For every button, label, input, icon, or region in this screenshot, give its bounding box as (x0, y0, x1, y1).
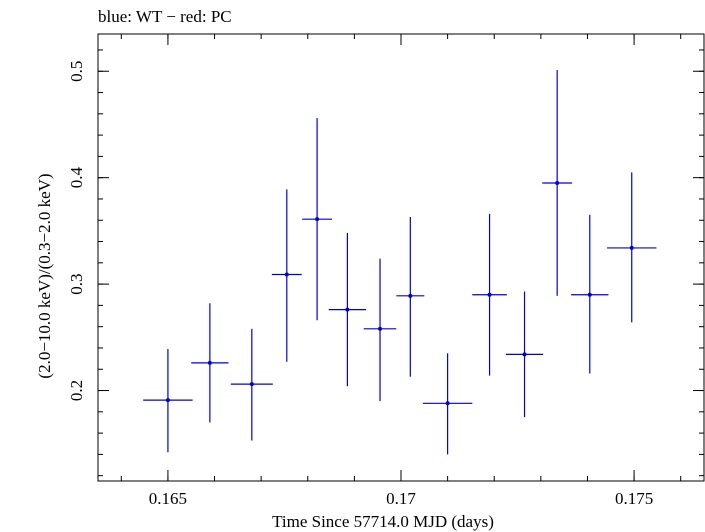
chart-title: blue: WT − red: PC (98, 7, 232, 26)
y-tick-label: 0.2 (67, 380, 86, 401)
point-marker (587, 292, 592, 297)
data-point (472, 213, 507, 376)
plot-area (97, 33, 705, 482)
point-marker (207, 360, 212, 365)
data-point (542, 70, 573, 296)
point-marker (408, 293, 413, 298)
data-point (363, 258, 397, 402)
tick-labels: 0.165 0.17 0.175 0.2 0.3 0.4 0.5 (67, 61, 653, 508)
point-marker (522, 352, 527, 357)
point-marker (555, 181, 560, 185)
y-tick-label: 0.3 (67, 273, 86, 294)
data-point (396, 217, 425, 377)
data-point (422, 353, 473, 455)
data-points (143, 70, 657, 455)
data-point (230, 328, 273, 441)
data-point (302, 118, 333, 321)
x-tick-label: 0.17 (386, 489, 416, 508)
point-marker (378, 326, 383, 331)
point-marker (315, 217, 320, 222)
point-marker (629, 245, 634, 250)
x-tick-label: 0.165 (149, 489, 187, 508)
point-marker (284, 272, 289, 277)
y-tick-label: 0.4 (67, 167, 86, 189)
data-point (571, 214, 609, 374)
y-axis-label: (2.0−10.0 keV)/(0.3−2.0 keV) (35, 173, 54, 378)
data-point (328, 233, 367, 387)
point-marker (487, 292, 492, 297)
data-point (505, 291, 544, 418)
data-point (143, 349, 193, 453)
y-tick-label: 0.5 (67, 61, 86, 82)
axis-ticks (98, 34, 704, 481)
point-marker (445, 401, 450, 406)
plot-frame (97, 33, 705, 482)
data-point (191, 303, 229, 423)
x-axis-label: Time Since 57714.0 MJD (days) (272, 512, 494, 531)
point-marker (249, 382, 254, 387)
point-marker (345, 307, 350, 312)
data-point (271, 189, 302, 362)
x-tick-label: 0.175 (615, 489, 653, 508)
point-marker (165, 398, 170, 403)
data-point (607, 172, 657, 323)
